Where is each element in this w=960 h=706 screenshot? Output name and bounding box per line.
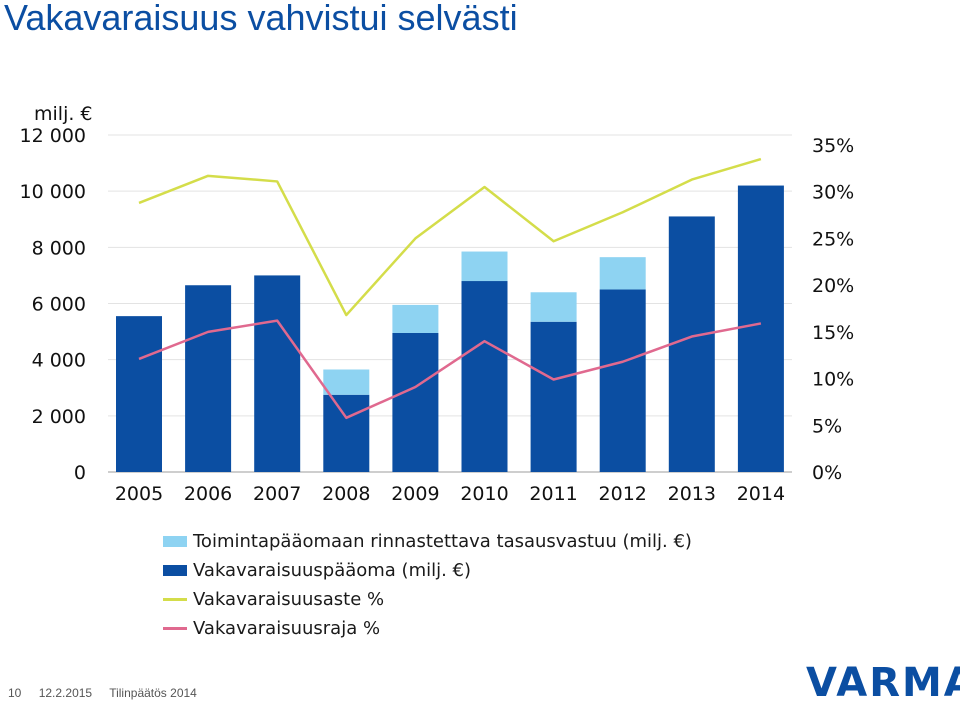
x-tick-label: 2012 bbox=[599, 483, 647, 505]
x-tick-label: 2009 bbox=[391, 483, 439, 505]
bar-solvency-capital bbox=[116, 316, 162, 472]
bar-buffer-reserve bbox=[530, 292, 577, 322]
legend-label-buffer-reserve: Toimintapääomaan rinnastettava tasausvas… bbox=[193, 531, 692, 552]
legend-item-solvency-capital: Vakavaraisuuspääoma (milj. €) bbox=[163, 556, 692, 585]
legend-label-solvency-capital: Vakavaraisuuspääoma (milj. €) bbox=[193, 560, 472, 581]
legend-swatch-solvency-limit bbox=[163, 627, 187, 630]
varma-logo: VARMA bbox=[806, 660, 960, 706]
bar-solvency-capital bbox=[737, 185, 784, 473]
y-tick-label: 8 000 bbox=[32, 237, 86, 259]
bar-buffer-reserve bbox=[599, 257, 646, 290]
y2-tick-label: 25% bbox=[812, 228, 854, 250]
x-tick-label: 2007 bbox=[253, 483, 301, 505]
footer-label: Tilinpäätös 2014 bbox=[109, 686, 197, 700]
y2-tick-label: 15% bbox=[812, 322, 854, 344]
y2-tick-label: 30% bbox=[812, 182, 854, 204]
x-axis-ticks: 2005 2006 2007 2008 2009 2010 2011 2012 2013 2014 bbox=[115, 483, 785, 505]
legend-item-buffer-reserve: Toimintapääomaan rinnastettava tasausvas… bbox=[163, 527, 692, 556]
x-tick-label: 2006 bbox=[184, 483, 232, 505]
line-solvency-ratio bbox=[138, 157, 762, 317]
bar-buffer-reserve bbox=[461, 251, 508, 282]
line-solvency-limit bbox=[138, 319, 762, 420]
legend-label-solvency-ratio: Vakavaraisuusaste % bbox=[193, 589, 385, 610]
legend-item-solvency-ratio: Vakavaraisuusaste % bbox=[163, 585, 692, 614]
y-tick-label: 6 000 bbox=[32, 294, 86, 316]
capital-adequacy-chart: milj. € 0 2 000 4 000 6 000 8 000 10 000 12 00… bbox=[20, 103, 855, 505]
y-axis-unit-label: milj. € bbox=[34, 103, 93, 125]
bar-solvency-capital bbox=[323, 394, 370, 472]
y2-axis-ticks: 0% 5% 10% 15% 20% 25% 30% 35% bbox=[812, 135, 854, 484]
legend-swatch-solvency-capital bbox=[163, 565, 187, 576]
bar-solvency-capital bbox=[185, 285, 232, 472]
bar-buffer-reserve bbox=[323, 369, 370, 395]
y-tick-label: 10 000 bbox=[20, 181, 86, 203]
x-tick-label: 2013 bbox=[668, 483, 716, 505]
y2-tick-label: 0% bbox=[812, 462, 842, 484]
bar-solvency-capital bbox=[668, 216, 715, 472]
y2-tick-label: 20% bbox=[812, 275, 854, 297]
legend-item-solvency-limit: Vakavaraisuusraja % bbox=[163, 614, 692, 643]
x-tick-label: 2011 bbox=[529, 483, 577, 505]
bar-solvency-capital bbox=[392, 332, 439, 472]
x-tick-label: 2008 bbox=[322, 483, 370, 505]
page-number: 10 bbox=[8, 686, 22, 700]
page-title: Vakavaraisuus vahvistui selvästi bbox=[4, 0, 518, 38]
lines bbox=[138, 157, 762, 420]
bars bbox=[116, 185, 784, 473]
chart-legend: Toimintapääomaan rinnastettava tasausvas… bbox=[163, 527, 692, 643]
legend-swatch-buffer-reserve bbox=[163, 536, 187, 547]
y2-tick-label: 10% bbox=[812, 369, 854, 391]
y-axis-ticks: 0 2 000 4 000 6 000 8 000 10 000 12 000 bbox=[20, 125, 86, 484]
footer: 10 12.2.2015 Tilinpäätös 2014 bbox=[8, 686, 211, 700]
y-tick-label: 2 000 bbox=[32, 406, 86, 428]
y2-tick-label: 5% bbox=[812, 415, 842, 437]
legend-swatch-solvency-ratio bbox=[163, 598, 187, 601]
bar-solvency-capital bbox=[254, 275, 301, 472]
y-tick-label: 0 bbox=[74, 462, 86, 484]
y-tick-label: 12 000 bbox=[20, 125, 86, 147]
x-tick-label: 2005 bbox=[115, 483, 163, 505]
bar-solvency-capital bbox=[599, 289, 646, 472]
x-tick-label: 2014 bbox=[737, 483, 785, 505]
y2-tick-label: 35% bbox=[812, 135, 854, 157]
bar-solvency-capital bbox=[530, 321, 577, 472]
footer-date: 12.2.2015 bbox=[38, 686, 93, 700]
legend-label-solvency-limit: Vakavaraisuusraja % bbox=[193, 618, 381, 639]
x-tick-label: 2010 bbox=[460, 483, 508, 505]
bar-solvency-capital bbox=[461, 281, 508, 472]
bar-buffer-reserve bbox=[392, 304, 439, 333]
y-tick-label: 4 000 bbox=[32, 350, 86, 372]
